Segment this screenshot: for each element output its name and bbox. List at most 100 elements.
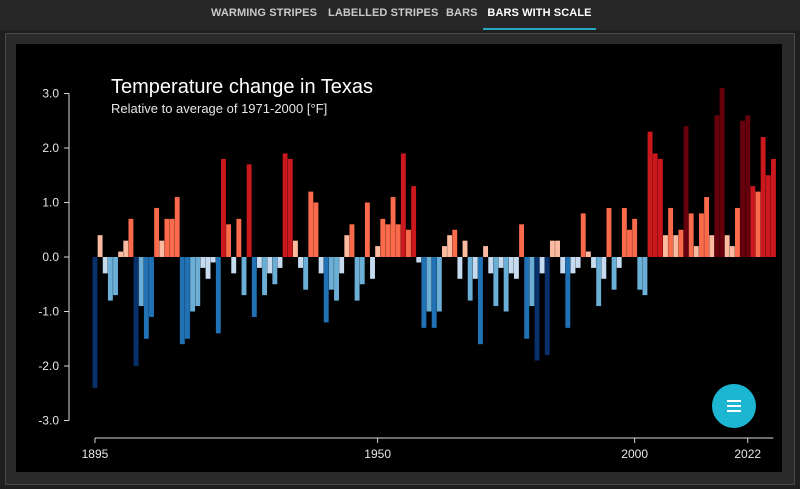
bar-2001: [637, 257, 643, 290]
bar-1902: [128, 218, 134, 257]
bars-group: [92, 88, 776, 388]
tab-bars-with-scale[interactable]: BARS WITH SCALE: [483, 0, 596, 30]
bar-2000: [632, 218, 638, 257]
bar-1919: [215, 257, 221, 334]
bar-1907: [154, 207, 160, 257]
bar-1899: [113, 257, 118, 296]
bar-1916: [200, 257, 206, 268]
bar-2017: [719, 88, 725, 257]
bar-1947: [359, 257, 365, 285]
bar-1911: [174, 197, 180, 257]
bar-1964: [447, 235, 453, 257]
bar-1945: [349, 224, 355, 257]
bar-1966: [457, 257, 463, 279]
bar-1976: [508, 257, 514, 274]
bar-2002: [642, 257, 648, 296]
tab-warming-stripes[interactable]: WARMING STRIPES: [211, 7, 318, 19]
bar-1990: [580, 213, 586, 257]
bar-1930: [272, 257, 278, 285]
bar-1954: [395, 224, 401, 257]
bar-1972: [488, 257, 494, 274]
bar-1910: [169, 218, 175, 257]
bar-1977: [513, 257, 519, 279]
bar-1995: [606, 207, 612, 257]
bar-1971: [483, 246, 489, 257]
bar-1959: [421, 257, 427, 328]
bar-1975: [503, 257, 509, 312]
bar-1896: [97, 235, 103, 257]
bar-2013: [699, 213, 704, 257]
bar-1950: [375, 246, 381, 257]
bar-1912: [179, 257, 185, 345]
x-tick-label: 1950: [364, 447, 391, 461]
bar-1949: [370, 257, 375, 279]
bar-1951: [380, 218, 386, 257]
bar-1992: [591, 257, 596, 268]
bar-1940: [323, 257, 329, 323]
tab-bars[interactable]: BARS: [446, 7, 478, 19]
bar-1970: [478, 257, 483, 345]
bar-1962: [436, 257, 442, 312]
bar-1974: [498, 257, 504, 268]
bar-1943: [339, 257, 345, 274]
tab-bar: WARMING STRIPES LABELLED STRIPES BARS BA…: [0, 0, 800, 30]
bar-1934: [292, 240, 298, 257]
bar-1965: [452, 229, 458, 257]
bar-1895: [92, 257, 98, 388]
bar-1903: [133, 257, 139, 366]
bar-1920: [221, 158, 226, 257]
bar-1953: [390, 197, 396, 257]
bar-1982: [539, 257, 545, 274]
bar-1968: [467, 257, 473, 301]
bar-1906: [149, 257, 154, 317]
bar-1989: [575, 257, 581, 268]
bar-1997: [616, 257, 622, 268]
bar-2010: [683, 126, 689, 257]
chart-panel: 3.0 2.0 1.0 0.0 -1.0 -2.0 -3.0 1895 1950 2000 2022…: [16, 44, 782, 472]
x-tick-label: 1895: [82, 447, 109, 461]
x-tick-label: 2000: [621, 447, 648, 461]
bar-1961: [431, 257, 437, 328]
bar-2027: [770, 158, 776, 257]
menu-icon: [727, 400, 741, 402]
bar-1944: [344, 235, 350, 257]
bar-1913: [185, 257, 190, 339]
bar-2016: [714, 115, 720, 257]
bar-1905: [143, 257, 149, 339]
bar-1963: [442, 246, 447, 257]
y-tick-label: 3.0: [42, 87, 59, 101]
temperature-bar-chart: 3.0 2.0 1.0 0.0 -1.0 -2.0 -3.0 1895 1950 2000 2022…: [38, 76, 776, 461]
bar-1946: [354, 257, 360, 301]
y-tick-label: -1.0: [38, 305, 59, 319]
bar-2025: [760, 137, 766, 257]
bar-1958: [416, 257, 422, 263]
bar-1984: [549, 240, 555, 257]
bar-1978: [519, 224, 525, 257]
bar-1931: [277, 257, 283, 268]
menu-button[interactable]: [712, 384, 756, 428]
menu-icon-line: [727, 410, 741, 412]
bar-1935: [298, 257, 303, 268]
bar-2012: [693, 246, 699, 257]
bar-1932: [282, 153, 288, 257]
bar-1926: [251, 257, 257, 317]
bar-2011: [688, 213, 694, 257]
bar-1980: [529, 257, 535, 307]
axes-group: 3.0 2.0 1.0 0.0 -1.0 -2.0 -3.0 1895 1950 2000 2022: [38, 87, 774, 461]
bar-1925: [246, 164, 252, 257]
bar-1960: [426, 257, 432, 312]
tab-labelled-stripes[interactable]: LABELLED STRIPES: [328, 7, 439, 19]
bar-1924: [241, 257, 247, 296]
y-tick-label: -3.0: [38, 414, 59, 428]
bar-2007: [668, 207, 674, 257]
bar-2018: [724, 235, 730, 257]
bar-1939: [318, 257, 324, 274]
bar-1914: [190, 257, 196, 312]
bar-2015: [709, 235, 715, 257]
bar-1973: [493, 257, 499, 307]
bar-2008: [673, 235, 679, 257]
bar-1929: [267, 257, 273, 274]
y-tick-label: -2.0: [38, 359, 59, 373]
y-tick-label: 1.0: [42, 196, 59, 210]
bar-1999: [627, 229, 632, 257]
